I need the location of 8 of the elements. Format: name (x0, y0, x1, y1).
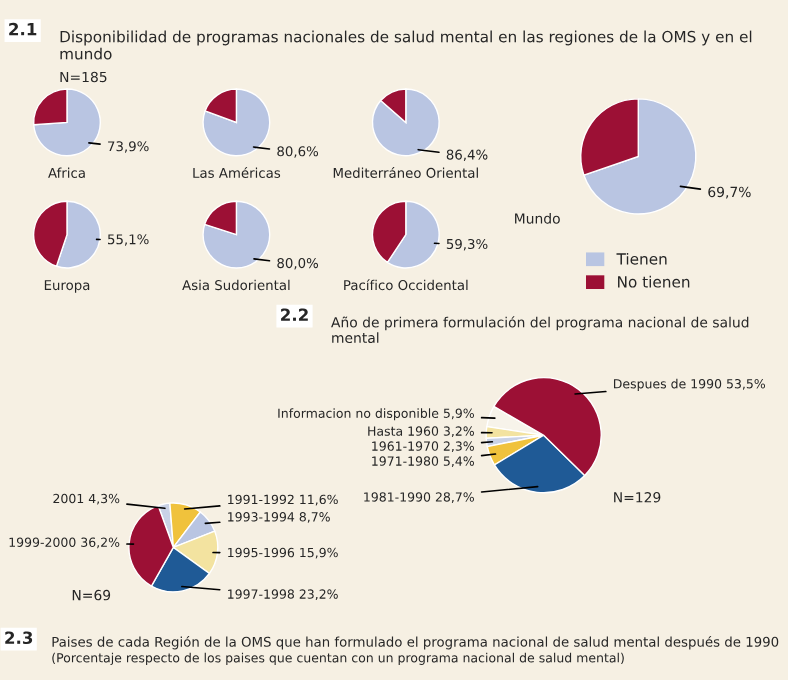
text: 2.1 (9, 22, 37, 36)
text: 2.3 (5, 631, 33, 645)
pie-slice (202, 88, 271, 157)
pie-slice (371, 88, 440, 157)
pie-slice (583, 98, 697, 215)
pie-slice (33, 88, 102, 157)
pie-slice (202, 200, 271, 269)
text: 2.2 (281, 308, 308, 321)
